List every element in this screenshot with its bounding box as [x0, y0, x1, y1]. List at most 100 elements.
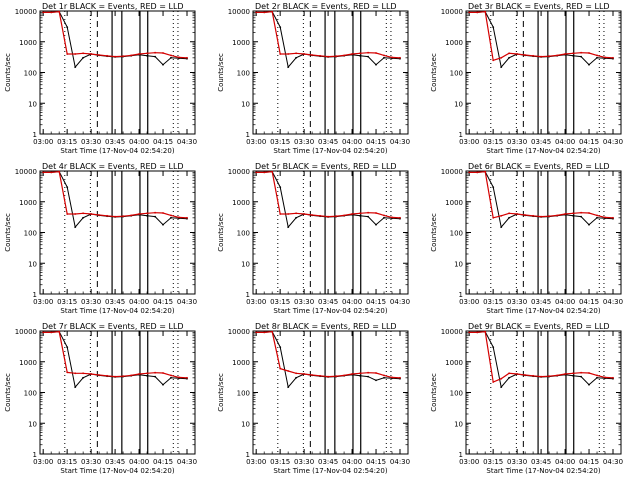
events-data-point [367, 375, 369, 378]
lld-data-point [66, 213, 69, 215]
lld-data-point [492, 59, 495, 62]
lld-data-point [359, 212, 361, 215]
lld-data-point [186, 56, 188, 59]
x-tick-label: 03:45 [318, 298, 338, 306]
lld-data-point [604, 376, 606, 379]
events-data-point [170, 376, 172, 379]
x-tick-label: 04:15 [579, 138, 599, 146]
x-tick-label: 04:15 [579, 458, 599, 466]
lld-data-point [596, 374, 598, 377]
plot-frame [465, 330, 622, 455]
lld-data-point [42, 331, 45, 334]
events-data-point [74, 386, 77, 388]
lld-data-point [50, 171, 53, 174]
y-axis-label: Counts/sec [217, 213, 225, 252]
lld-data-point [122, 55, 124, 58]
lld-data-point [604, 56, 606, 59]
x-tick-label: 03:30 [294, 458, 314, 466]
lld-data-point [580, 371, 582, 374]
events-data-point [359, 54, 361, 57]
plot-frame [39, 10, 196, 135]
lld-data-point [178, 216, 180, 219]
lld-data-point [564, 213, 566, 215]
lld-data-point [178, 376, 180, 379]
lld-data-point [106, 54, 108, 57]
lld-data-point [186, 216, 188, 219]
x-tick-label: 04:30 [177, 298, 197, 306]
lld-data-point [90, 213, 92, 215]
lld-data-point [524, 374, 526, 376]
events-data-point [279, 346, 282, 348]
x-tick-label: 03:45 [105, 458, 125, 466]
lld-data-point [146, 52, 149, 55]
lld-data-point [58, 10, 61, 13]
lld-data-point [564, 373, 566, 375]
events-data-point [170, 56, 172, 59]
lld-data-point [540, 215, 542, 218]
events-data-point [287, 226, 290, 229]
lld-series-line [43, 171, 188, 219]
x-tick-label: 03:00 [33, 138, 53, 146]
lld-data-point [287, 370, 290, 372]
lld-data-point [468, 171, 471, 174]
lld-data-point [484, 10, 487, 13]
x-tick-label: 04:30 [177, 458, 197, 466]
x-tick-label: 03:30 [507, 138, 527, 146]
x-tick-label: 03:30 [81, 138, 101, 146]
y-tick-label: 10 [241, 260, 250, 268]
x-tick-label: 04:00 [555, 298, 575, 306]
events-data-point [596, 56, 598, 59]
events-data-point [154, 55, 157, 58]
y-tick-label: 1000 [232, 39, 250, 47]
y-tick-label: 1000 [19, 39, 37, 47]
events-data-point [572, 214, 574, 217]
events-data-point [375, 223, 377, 226]
events-data-point [375, 379, 377, 382]
events-data-point [74, 226, 77, 229]
y-tick-label: 1 [459, 291, 463, 299]
lld-data-point [170, 374, 172, 377]
lld-series-line [256, 11, 401, 59]
x-tick-label: 04:30 [390, 458, 410, 466]
lld-data-point [311, 214, 313, 216]
lld-data-point [114, 215, 116, 218]
x-tick-label: 03:15 [483, 458, 503, 466]
lld-data-point [279, 53, 282, 55]
chart-panel-8: Det 8r BLACK = Events, RED = LLD10000100… [217, 322, 410, 475]
x-tick-label: 04:00 [342, 298, 362, 306]
chart-title: Det 3r BLACK = Events, RED = LLD [468, 2, 610, 11]
lld-data-point [327, 215, 329, 218]
x-tick-label: 03:30 [81, 458, 101, 466]
chart-panel-3: Det 3r BLACK = Events, RED = LLD10000100… [430, 2, 623, 155]
lld-data-point [170, 54, 172, 57]
x-tick-label: 03:15 [57, 458, 77, 466]
lld-series-line [43, 11, 188, 59]
lld-data-point [476, 171, 479, 174]
lld-data-point [42, 11, 45, 14]
y-tick-label: 100 [24, 230, 37, 238]
y-tick-label: 10000 [228, 168, 250, 176]
lld-data-point [391, 376, 393, 379]
lld-data-point [548, 215, 550, 218]
lld-data-point [106, 214, 108, 217]
lld-data-point [311, 374, 313, 376]
x-tick-label: 03:15 [57, 298, 77, 306]
events-data-point [367, 215, 369, 218]
lld-data-point [343, 374, 345, 377]
lld-data-point [303, 53, 305, 55]
lld-data-point [50, 11, 53, 14]
events-data-point [287, 66, 290, 68]
y-tick-label: 10 [28, 420, 37, 428]
lld-data-point [351, 53, 353, 55]
y-tick-label: 1 [33, 291, 37, 299]
lld-data-point [271, 330, 274, 333]
events-data-point [146, 214, 149, 217]
y-tick-label: 1000 [19, 199, 37, 207]
lld-data-point [500, 56, 503, 59]
x-tick-label: 03:30 [294, 298, 314, 306]
y-tick-label: 1 [459, 451, 463, 459]
lld-data-point [335, 215, 337, 218]
y-tick-label: 100 [450, 390, 463, 398]
events-data-point [580, 375, 582, 378]
x-tick-label: 04:15 [153, 298, 173, 306]
